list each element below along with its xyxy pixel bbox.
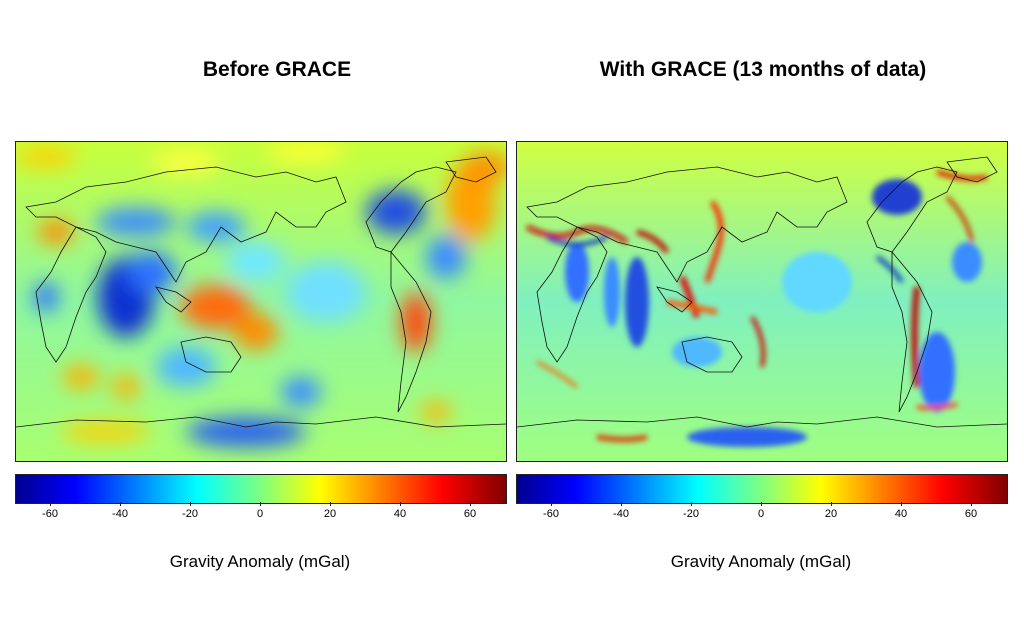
colorbar-tick-label: -40	[112, 508, 128, 520]
colorbar-tick-mark	[50, 502, 51, 506]
colorbar-tick-mark	[470, 502, 471, 506]
colorbar-tick-label: -20	[182, 508, 198, 520]
colorbar-tick-mark	[260, 502, 261, 506]
colorbar-tick-label: -20	[683, 508, 699, 520]
colorbar-tick-label: -40	[613, 508, 629, 520]
left-colorbar-ticks: -60 -40 -20 0 20 40 60	[15, 502, 505, 522]
colorbar-tick-mark	[691, 502, 692, 506]
colorbar-tick-mark	[901, 502, 902, 506]
colorbar-tick-label: 20	[824, 508, 838, 520]
colorbar-tick-mark	[190, 502, 191, 506]
colorbar-tick-mark	[120, 502, 121, 506]
right-coastlines	[517, 156, 1007, 428]
right-colorbar	[516, 474, 1008, 504]
colorbar-tick-label: -60	[543, 508, 559, 520]
colorbar-tick-label: 60	[964, 508, 978, 520]
right-map-background	[517, 142, 1007, 461]
right-gravity-map	[516, 141, 1008, 462]
right-panel-title: With GRACE (13 months of data)	[599, 58, 927, 81]
colorbar-tick-mark	[400, 502, 401, 506]
colorbar-tick-label: 40	[894, 508, 908, 520]
colorbar-tick-label: 40	[393, 508, 407, 520]
left-map-svg	[16, 142, 506, 461]
colorbar-tick-label: 0	[757, 508, 765, 520]
right-anomaly-field	[525, 169, 988, 447]
colorbar-tick-mark	[761, 502, 762, 506]
right-map-svg	[517, 142, 1007, 461]
left-gravity-map	[15, 141, 507, 462]
left-colorbar	[15, 474, 507, 504]
colorbar-tick-mark	[831, 502, 832, 506]
colorbar-tick-label: -60	[42, 508, 58, 520]
colorbar-tick-label: 60	[463, 508, 477, 520]
left-colorbar-label: Gravity Anomaly (mGal)	[169, 552, 351, 571]
colorbar-tick-label: 20	[323, 508, 337, 520]
colorbar-tick-mark	[621, 502, 622, 506]
colorbar-tick-label: 0	[256, 508, 264, 520]
left-anomaly-field	[16, 142, 506, 447]
left-panel-title: Before GRACE	[202, 58, 352, 81]
colorbar-tick-mark	[971, 502, 972, 506]
right-colorbar-ticks: -60 -40 -20 0 20 40 60	[516, 502, 1006, 522]
colorbar-tick-mark	[330, 502, 331, 506]
colorbar-tick-mark	[551, 502, 552, 506]
left-coastlines	[16, 156, 506, 428]
right-colorbar-label: Gravity Anomaly (mGal)	[670, 552, 852, 571]
